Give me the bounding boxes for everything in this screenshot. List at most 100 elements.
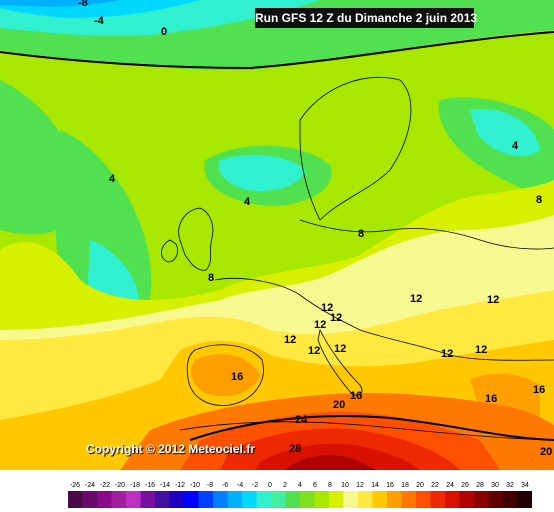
legend-swatch bbox=[169, 491, 184, 508]
coast-italy bbox=[317, 328, 363, 396]
legend-swatch bbox=[242, 491, 257, 508]
color-legend: -26 -24 -22 -20 -18 -16 -14 -12 -10 -8 -6 -4 -2 0 2 4 6 8… bbox=[68, 482, 532, 508]
legend-tick-label: 10 bbox=[341, 482, 349, 489]
contour-label: 4 bbox=[512, 140, 519, 152]
legend-swatch bbox=[343, 491, 358, 508]
legend-swatch bbox=[271, 491, 286, 508]
contour-label: -8 bbox=[78, 0, 88, 9]
legend-tick-label: -24 bbox=[85, 482, 95, 489]
legend-swatch bbox=[227, 491, 242, 508]
contour-label: 12 bbox=[441, 348, 453, 360]
temperature-field: -8 -4 0 4 4 4 8 8 8 12 12 12 12 12 12 12… bbox=[0, 0, 554, 470]
legend-tick-label: 30 bbox=[491, 482, 499, 489]
contour-label: 12 bbox=[334, 343, 346, 355]
legend-tick-label: 34 bbox=[521, 482, 529, 489]
legend-tick-label: 8 bbox=[328, 482, 332, 489]
contour-label: 16 bbox=[350, 390, 362, 402]
legend-tick-label: 24 bbox=[446, 482, 454, 489]
contour-label: 12 bbox=[284, 334, 296, 346]
contour-labels: -8 -4 0 4 4 4 8 8 8 12 12 12 12 12 12 12… bbox=[78, 0, 552, 458]
contour-label: 28 bbox=[289, 443, 301, 455]
legend-swatch bbox=[68, 491, 83, 508]
contour-label: 12 bbox=[308, 345, 320, 357]
legend-tick-label: -6 bbox=[222, 482, 228, 489]
contour-label: 16 bbox=[485, 393, 497, 405]
legend-swatch bbox=[155, 491, 170, 508]
legend-tick-label: -16 bbox=[145, 482, 155, 489]
coast-great-britain bbox=[178, 207, 214, 271]
coast-iberia bbox=[186, 344, 264, 406]
legend-swatch bbox=[184, 491, 199, 508]
legend-tick-label: 16 bbox=[386, 482, 394, 489]
legend-tick-label: 26 bbox=[461, 482, 469, 489]
contour-label: 12 bbox=[475, 344, 487, 356]
contour-label: 12 bbox=[410, 293, 422, 305]
legend-tick-label: 32 bbox=[506, 482, 514, 489]
legend-swatch bbox=[111, 491, 126, 508]
field-28c bbox=[285, 455, 375, 470]
legend-tick-label: -18 bbox=[130, 482, 140, 489]
legend-tick-label: -22 bbox=[100, 482, 110, 489]
legend-tick-label: 4 bbox=[298, 482, 302, 489]
contour-label: 8 bbox=[208, 272, 214, 284]
legend-tick-label: -8 bbox=[207, 482, 213, 489]
legend-swatch bbox=[372, 491, 387, 508]
legend-swatch bbox=[213, 491, 228, 508]
coast-scandinavia bbox=[299, 77, 412, 221]
legend-swatch bbox=[517, 491, 532, 508]
contour-label: 16 bbox=[231, 371, 243, 383]
legend-tick-label: 28 bbox=[476, 482, 484, 489]
legend-swatch bbox=[82, 491, 97, 508]
legend-swatch bbox=[416, 491, 431, 508]
legend-tick-label: 18 bbox=[401, 482, 409, 489]
legend-swatch bbox=[126, 491, 141, 508]
legend-tick-label: 0 bbox=[268, 482, 272, 489]
legend-swatch bbox=[198, 491, 213, 508]
legend-tick-label: -4 bbox=[237, 482, 243, 489]
field-16c-iberia bbox=[190, 354, 260, 397]
contour-label: 8 bbox=[358, 228, 364, 240]
legend-tick-label: -10 bbox=[190, 482, 200, 489]
field-2c-northsea bbox=[218, 154, 305, 191]
legend-tick-label: -2 bbox=[252, 482, 258, 489]
legend-tick-label: 6 bbox=[313, 482, 317, 489]
coast-baltic bbox=[299, 219, 554, 250]
contour-label: 12 bbox=[321, 302, 333, 314]
contour-label: 24 bbox=[295, 414, 308, 426]
contour-label: 4 bbox=[244, 196, 251, 208]
map-title: Run GFS 12 Z du Dimanche 2 juin 2013 bbox=[255, 8, 477, 28]
legend-swatch bbox=[314, 491, 329, 508]
legend-swatch bbox=[474, 491, 489, 508]
contour-label: 4 bbox=[109, 173, 116, 185]
field-2c-russia bbox=[470, 109, 540, 157]
contour-label: 16 bbox=[533, 384, 545, 396]
contour-label: 12 bbox=[487, 294, 499, 306]
legend-swatch bbox=[488, 491, 503, 508]
legend-swatch bbox=[140, 491, 155, 508]
contour-label: 12 bbox=[314, 319, 326, 331]
legend-tick-label: 12 bbox=[356, 482, 364, 489]
field-neg2c-north bbox=[0, 0, 120, 7]
coastlines bbox=[161, 77, 554, 441]
legend-swatch bbox=[459, 491, 474, 508]
contour-label: 8 bbox=[536, 194, 542, 206]
legend-tick-label: 20 bbox=[416, 482, 424, 489]
copyright-text: Copyright © 2012 Meteociel.fr bbox=[86, 442, 255, 456]
legend-swatch bbox=[445, 491, 460, 508]
legend-swatch bbox=[97, 491, 112, 508]
legend-tick-label: -20 bbox=[115, 482, 125, 489]
legend-tick-label: 14 bbox=[371, 482, 379, 489]
legend-swatches bbox=[68, 491, 532, 508]
legend-tick-label: -26 bbox=[70, 482, 80, 489]
isotherm-24 bbox=[189, 415, 554, 441]
contour-label: 20 bbox=[333, 399, 345, 411]
legend-swatch bbox=[285, 491, 300, 508]
legend-swatch bbox=[401, 491, 416, 508]
legend-swatch bbox=[503, 491, 518, 508]
legend-swatch bbox=[387, 491, 402, 508]
legend-tick-label: -14 bbox=[160, 482, 170, 489]
contour-label: 0 bbox=[161, 26, 167, 38]
legend-swatch bbox=[256, 491, 271, 508]
coast-north-africa bbox=[179, 421, 554, 441]
contour-label: 20 bbox=[540, 446, 552, 458]
